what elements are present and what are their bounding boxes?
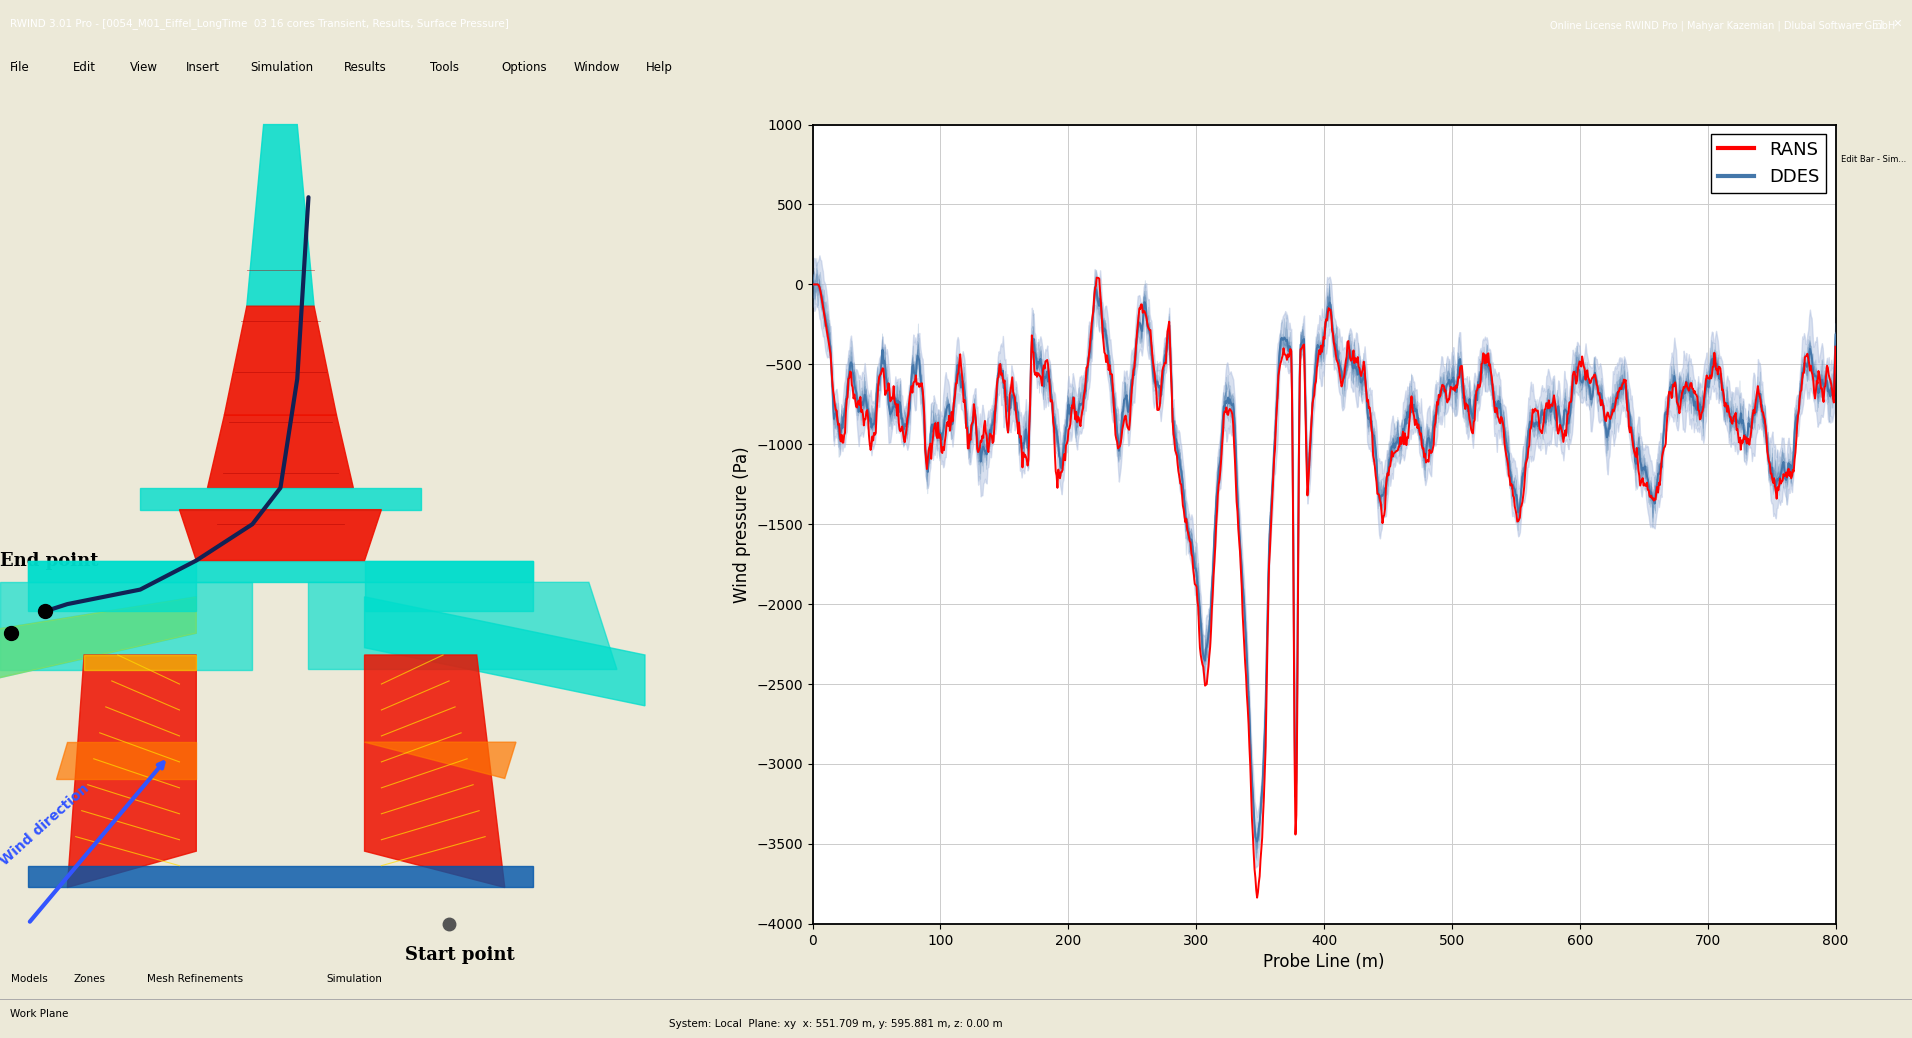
Text: Edit Bar - Sim...: Edit Bar - Sim...: [1841, 155, 1906, 164]
DDES: [1340, 352, 1363, 364]
Polygon shape: [29, 561, 533, 582]
RANS: [801, 278, 824, 291]
RANS: [1247, 886, 1270, 899]
Text: Zones: Zones: [75, 975, 105, 984]
DDES: [1245, 832, 1268, 845]
RANS: [1824, 340, 1847, 353]
Text: Simulation: Simulation: [325, 975, 382, 984]
DDES: [1245, 836, 1268, 848]
Text: RWIND 3.01 Pro - [0054_M01_Eiffel_LongTime  03 16 cores Transient, Results, Surf: RWIND 3.01 Pro - [0054_M01_Eiffel_LongTi…: [10, 18, 509, 29]
DDES: [973, 445, 996, 458]
Polygon shape: [84, 655, 197, 670]
X-axis label: Probe Line (m): Probe Line (m): [1264, 953, 1384, 972]
Text: End point: End point: [0, 551, 99, 570]
Text: Tools: Tools: [430, 61, 459, 74]
Text: Wind direction: Wind direction: [0, 782, 92, 869]
Polygon shape: [308, 582, 618, 670]
Text: Start point: Start point: [405, 946, 514, 963]
Text: Edit: Edit: [73, 61, 96, 74]
Polygon shape: [0, 582, 252, 670]
Text: Mesh Refinements: Mesh Refinements: [147, 975, 243, 984]
Text: Insert: Insert: [185, 61, 220, 74]
Polygon shape: [180, 510, 380, 561]
Polygon shape: [247, 125, 314, 306]
Polygon shape: [0, 597, 197, 684]
Text: Help: Help: [646, 61, 673, 74]
Polygon shape: [365, 655, 505, 887]
Polygon shape: [29, 561, 197, 611]
DDES: [937, 399, 960, 411]
Polygon shape: [55, 742, 197, 778]
DDES: [801, 278, 824, 291]
RANS: [937, 419, 960, 432]
RANS: [973, 415, 996, 428]
Polygon shape: [67, 655, 197, 887]
Text: Window: Window: [574, 61, 619, 74]
DDES: [1824, 328, 1847, 340]
DDES: [1361, 425, 1384, 437]
Text: Online License RWIND Pro | Mahyar Kazemian | Dlubal Software GmbH: Online License RWIND Pro | Mahyar Kazemi…: [1551, 21, 1895, 31]
Text: Results: Results: [344, 61, 386, 74]
Y-axis label: Wind pressure (Pa): Wind pressure (Pa): [732, 446, 751, 602]
Polygon shape: [224, 306, 337, 415]
Polygon shape: [29, 866, 533, 887]
Text: ─   □   ✕: ─ □ ✕: [1855, 19, 1902, 28]
Text: Simulation: Simulation: [250, 61, 314, 74]
RANS: [1086, 272, 1109, 284]
Legend: RANS, DDES: RANS, DDES: [1711, 134, 1826, 193]
Polygon shape: [140, 488, 421, 510]
Text: View: View: [130, 61, 159, 74]
Polygon shape: [365, 597, 644, 706]
RANS: [1340, 354, 1363, 366]
Line: DDES: DDES: [813, 284, 1836, 842]
Text: Work Plane: Work Plane: [10, 1009, 69, 1019]
DDES: [1145, 376, 1168, 388]
Text: Options: Options: [501, 61, 547, 74]
RANS: [1361, 449, 1384, 462]
RANS: [1147, 404, 1170, 416]
Text: File: File: [10, 61, 29, 74]
Polygon shape: [208, 415, 354, 488]
Text: Models: Models: [11, 975, 48, 984]
Line: RANS: RANS: [813, 278, 1836, 898]
Polygon shape: [365, 742, 516, 778]
RANS: [1245, 892, 1268, 904]
Text: System: Local  Plane: xy  x: 551.709 m, y: 595.881 m, z: 0.00 m: System: Local Plane: xy x: 551.709 m, y:…: [669, 1019, 1002, 1030]
Polygon shape: [365, 561, 533, 611]
Polygon shape: [0, 597, 197, 684]
